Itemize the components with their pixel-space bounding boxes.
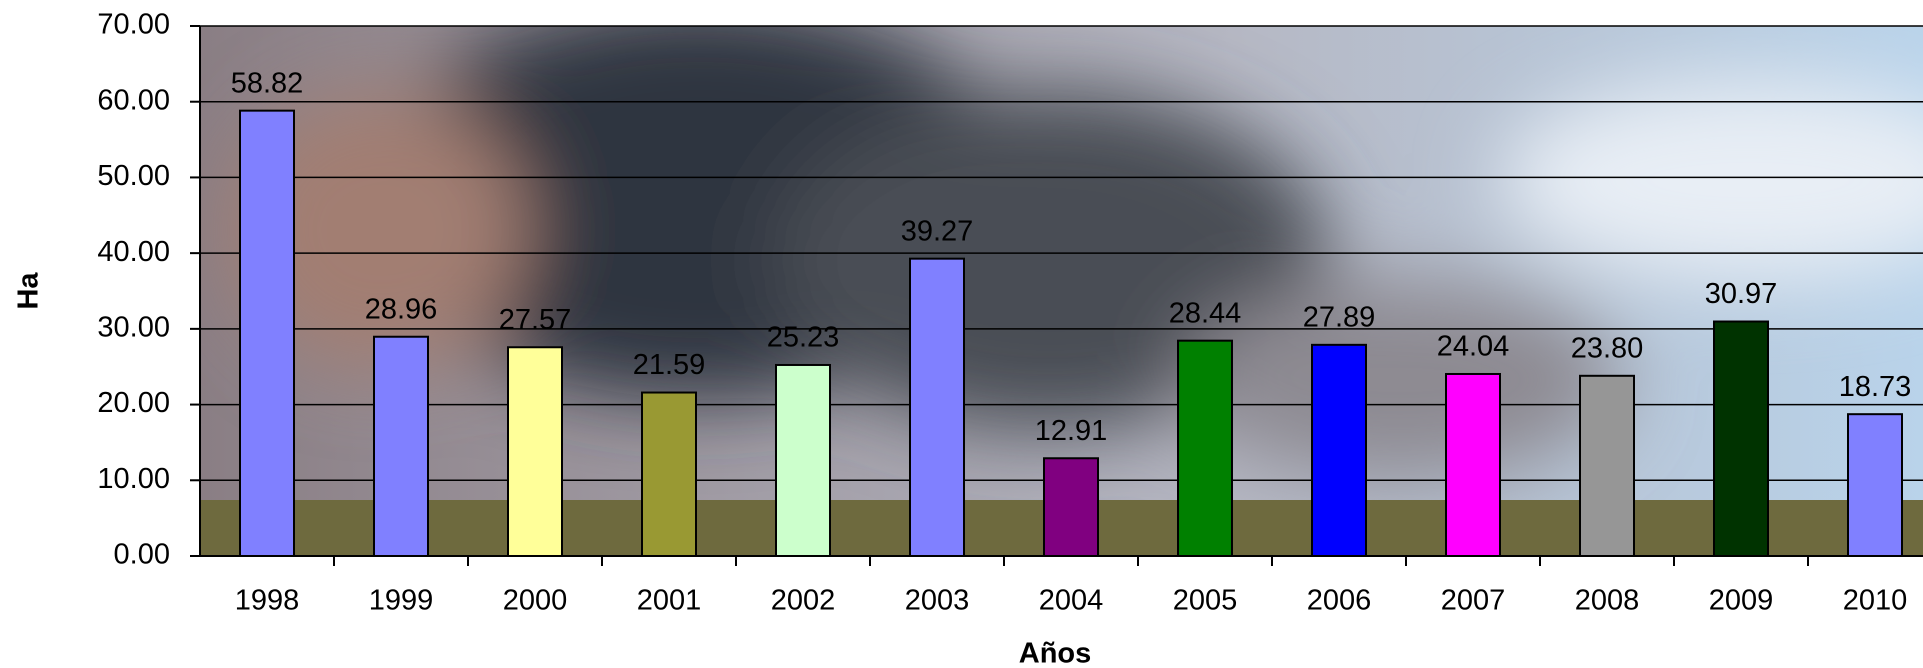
- x-tick-label: 2006: [1307, 585, 1372, 617]
- bar: [239, 109, 295, 558]
- value-label: 27.89: [1303, 301, 1376, 333]
- x-tick-label: 2007: [1441, 585, 1506, 617]
- value-label: 27.57: [499, 304, 572, 336]
- value-label: 23.80: [1571, 332, 1644, 364]
- bar: [775, 363, 831, 558]
- x-tick-label: 2005: [1173, 585, 1238, 617]
- bar: [373, 335, 429, 557]
- x-axis-title: Años: [1019, 638, 1092, 668]
- y-tick-label: 60.00: [97, 84, 170, 116]
- y-tick-label: 0.00: [114, 539, 170, 571]
- x-tick-label: 2010: [1843, 585, 1908, 617]
- bar: [507, 346, 563, 557]
- bar: [1311, 343, 1367, 557]
- bar: [1043, 457, 1099, 558]
- y-tick-label: 40.00: [97, 236, 170, 268]
- bar: [1713, 320, 1769, 557]
- value-label: 25.23: [767, 322, 840, 354]
- y-tick-label: 50.00: [97, 160, 170, 192]
- bar: [1847, 413, 1903, 557]
- value-label: 24.04: [1437, 331, 1510, 363]
- value-label: 12.91: [1035, 415, 1108, 447]
- x-tick-label: 2000: [503, 585, 568, 617]
- value-label: 39.27: [901, 215, 974, 247]
- x-tick-label: 2001: [637, 585, 702, 617]
- x-tick-label: 2004: [1039, 585, 1104, 617]
- bar: [1177, 339, 1233, 557]
- y-tick-label: 30.00: [97, 312, 170, 344]
- x-tick-label: 2002: [771, 585, 836, 617]
- y-tick-label: 20.00: [97, 387, 170, 419]
- y-axis-title: Ha: [13, 272, 45, 310]
- y-tick-label: 10.00: [97, 463, 170, 495]
- value-label: 58.82: [231, 67, 304, 99]
- y-tick-label: 70.00: [97, 9, 170, 41]
- x-tick-label: 1999: [369, 585, 434, 617]
- bar: [909, 257, 965, 557]
- x-tick-label: 2003: [905, 585, 970, 617]
- value-label: 21.59: [633, 349, 706, 381]
- value-label: 28.96: [365, 293, 438, 325]
- x-tick-label: 2009: [1709, 585, 1774, 617]
- value-label: 28.44: [1169, 297, 1242, 329]
- value-label: 18.73: [1839, 371, 1912, 403]
- bar: [641, 391, 697, 558]
- value-label: 30.97: [1705, 278, 1778, 310]
- x-tick-label: 1998: [235, 585, 300, 617]
- x-tick-label: 2008: [1575, 585, 1640, 617]
- bar: [1445, 372, 1501, 557]
- bar: [1579, 374, 1635, 557]
